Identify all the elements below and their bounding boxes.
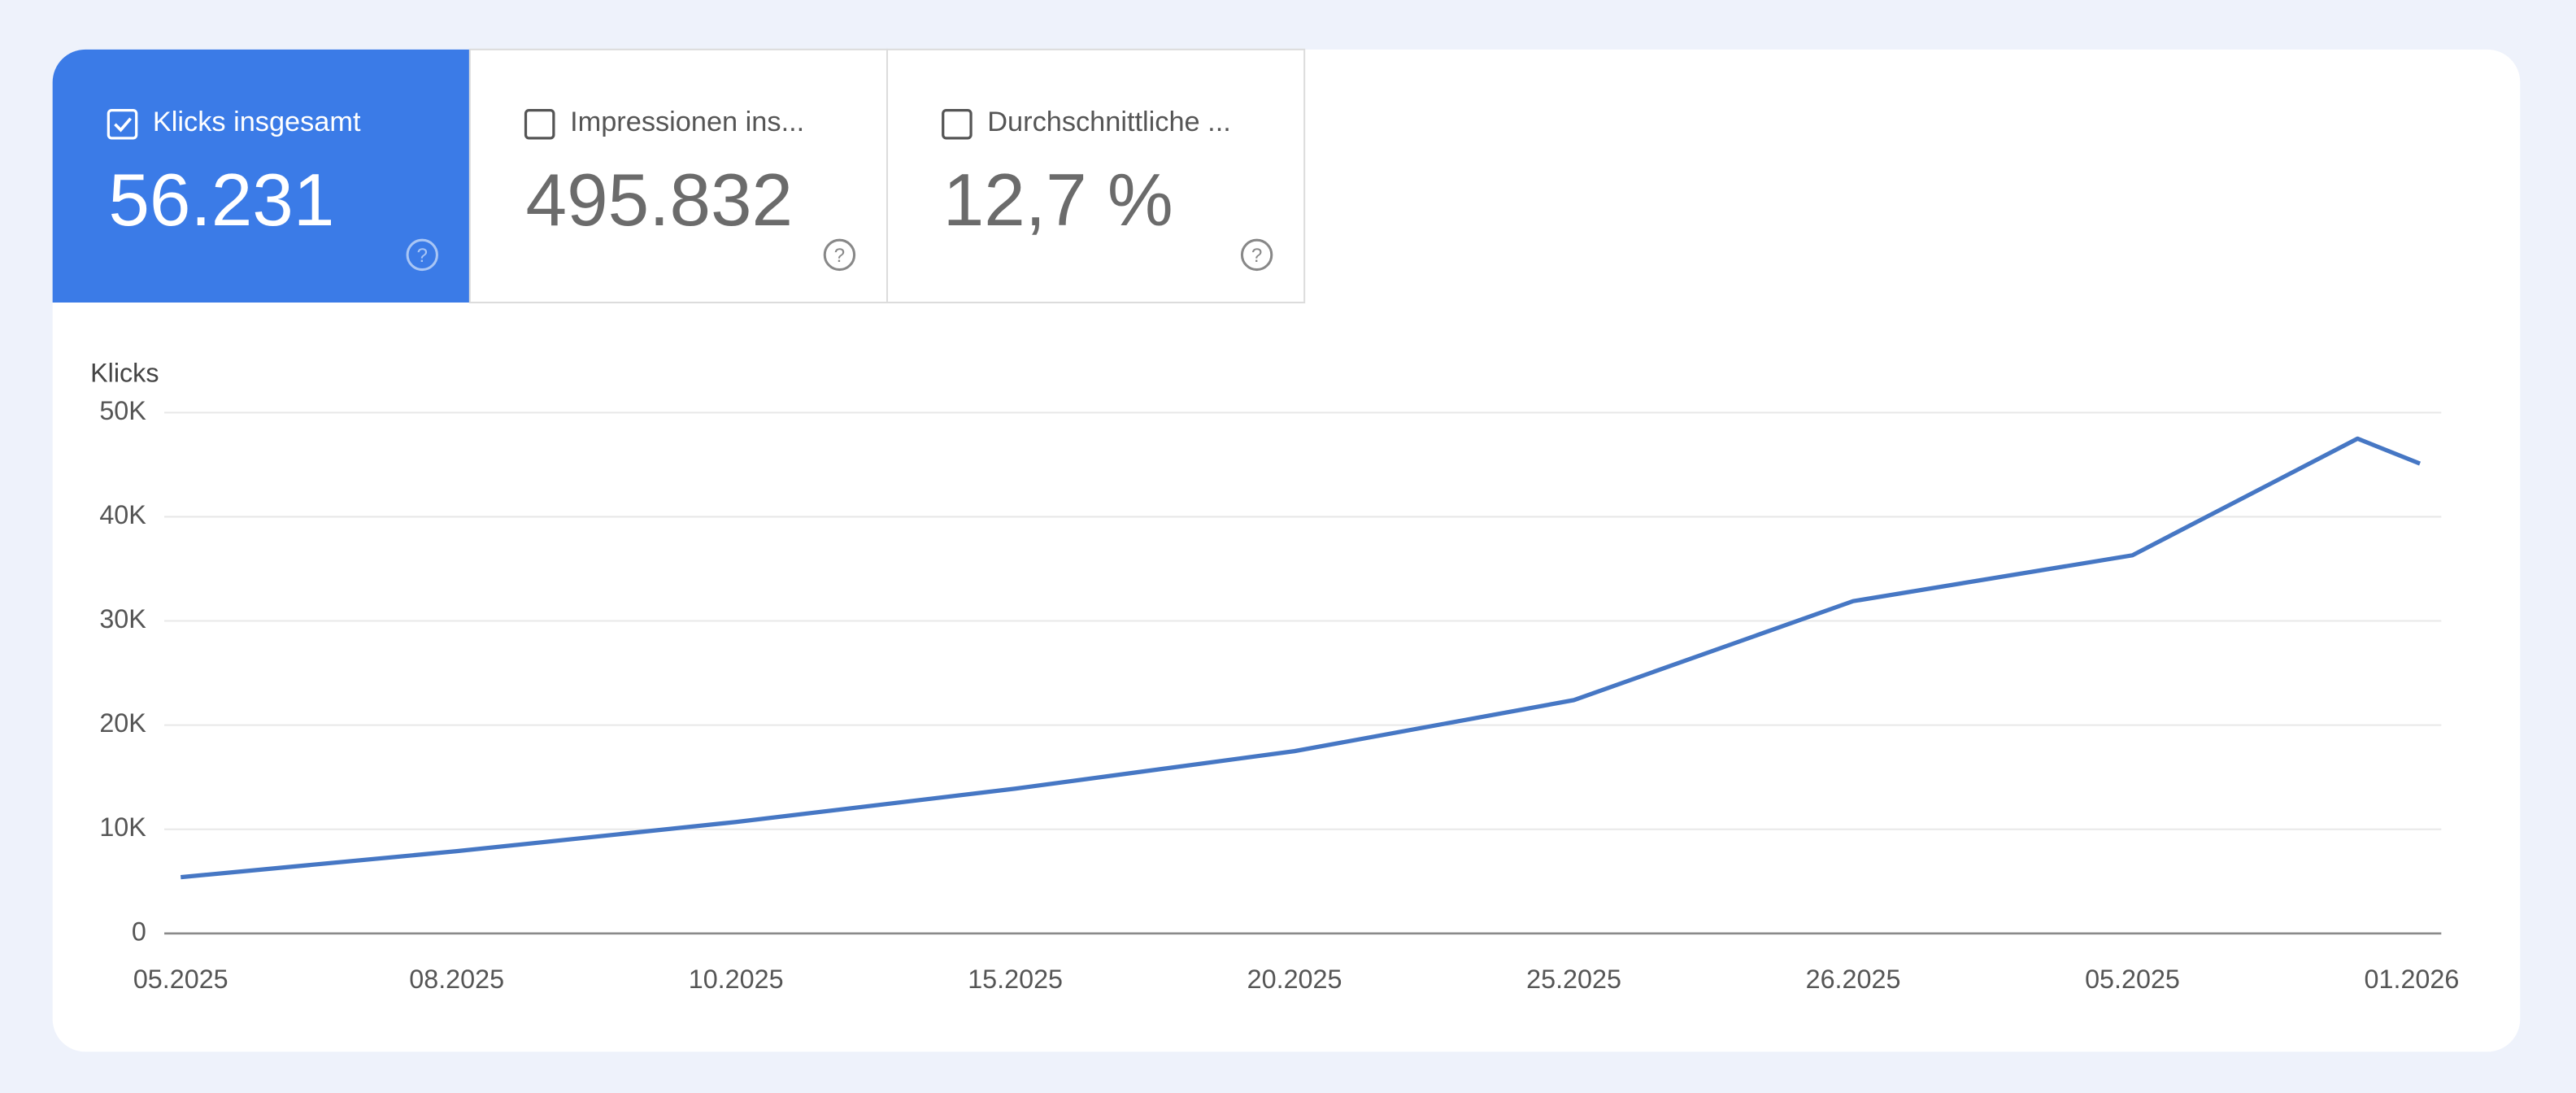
- checkmark: [114, 117, 133, 133]
- x-tick-label: 26.2025: [1806, 965, 1901, 994]
- x-tick-label: 05.2025: [2085, 965, 2180, 994]
- x-tick-label: 15.2025: [968, 965, 1063, 994]
- x-tick-label: 01.2026: [2365, 965, 2460, 994]
- card-value: 495.832: [526, 159, 794, 242]
- y-tick-label: 40K: [99, 500, 146, 529]
- checkbox[interactable]: [524, 108, 555, 140]
- metric-card[interactable]: Impressionen ins... 495.832?: [468, 48, 889, 303]
- card-label: Impressionen ins...: [570, 107, 804, 137]
- x-tick-label: 20.2025: [1247, 965, 1342, 994]
- card-label: Klicks insgesamt: [153, 107, 361, 137]
- chart: 0 10K 20K 30K 40K 50K 05.2025 08.2025 10.2025 15.…: [99, 396, 2459, 994]
- x-tick-label: 08.2025: [409, 965, 504, 994]
- help-icon[interactable]: [406, 238, 438, 272]
- x-tick-label: 10.2025: [689, 965, 784, 994]
- card-value: 56.231: [108, 159, 334, 242]
- help-icon-mark: ?: [834, 245, 845, 267]
- y-tick-label: 30K: [99, 604, 146, 634]
- y-tick-label: 50K: [99, 396, 146, 425]
- card-value: 12,7 %: [943, 159, 1173, 242]
- y-axis-label: Klicks: [90, 358, 159, 387]
- help-icon[interactable]: [823, 238, 856, 272]
- help-icon-mark: ?: [1251, 245, 1262, 267]
- card-label: Durchschnittliche ...: [987, 107, 1231, 137]
- card-bg: [886, 48, 1306, 303]
- card-bg: [52, 49, 470, 303]
- x-tick-label: 05.2025: [133, 965, 228, 994]
- help-icon-mark: ?: [417, 245, 428, 267]
- y-tick-label: 10K: [99, 812, 146, 842]
- y-tick-label: 0: [132, 917, 146, 946]
- help-icon[interactable]: [1240, 238, 1273, 272]
- card-bg: [468, 48, 889, 303]
- checkbox[interactable]: [107, 108, 138, 140]
- checkbox[interactable]: [942, 108, 973, 140]
- data-line: [180, 436, 2422, 880]
- metric-card[interactable]: Klicks insgesamt 56.231?: [52, 49, 470, 303]
- y-tick-label: 20K: [99, 708, 146, 738]
- metric-card[interactable]: Durchschnittliche ... 12,7 %?: [886, 48, 1306, 303]
- x-tick-label: 25.2025: [1526, 965, 1621, 994]
